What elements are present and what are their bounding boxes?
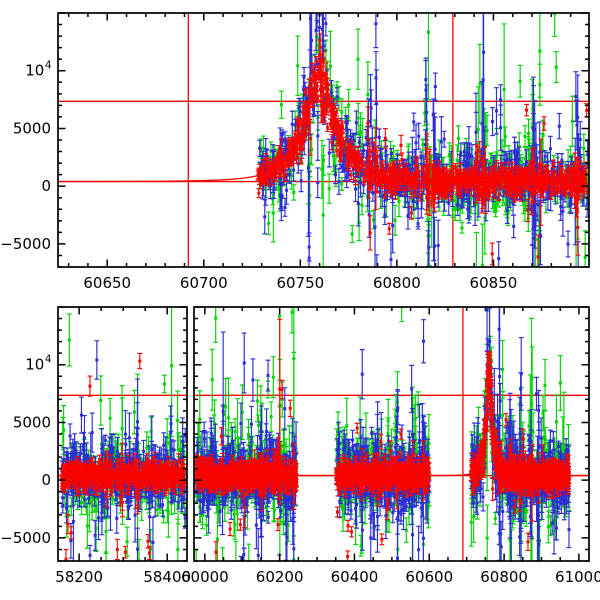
light-curve-figure — [0, 0, 600, 600]
light-curve-canvas — [0, 0, 600, 600]
